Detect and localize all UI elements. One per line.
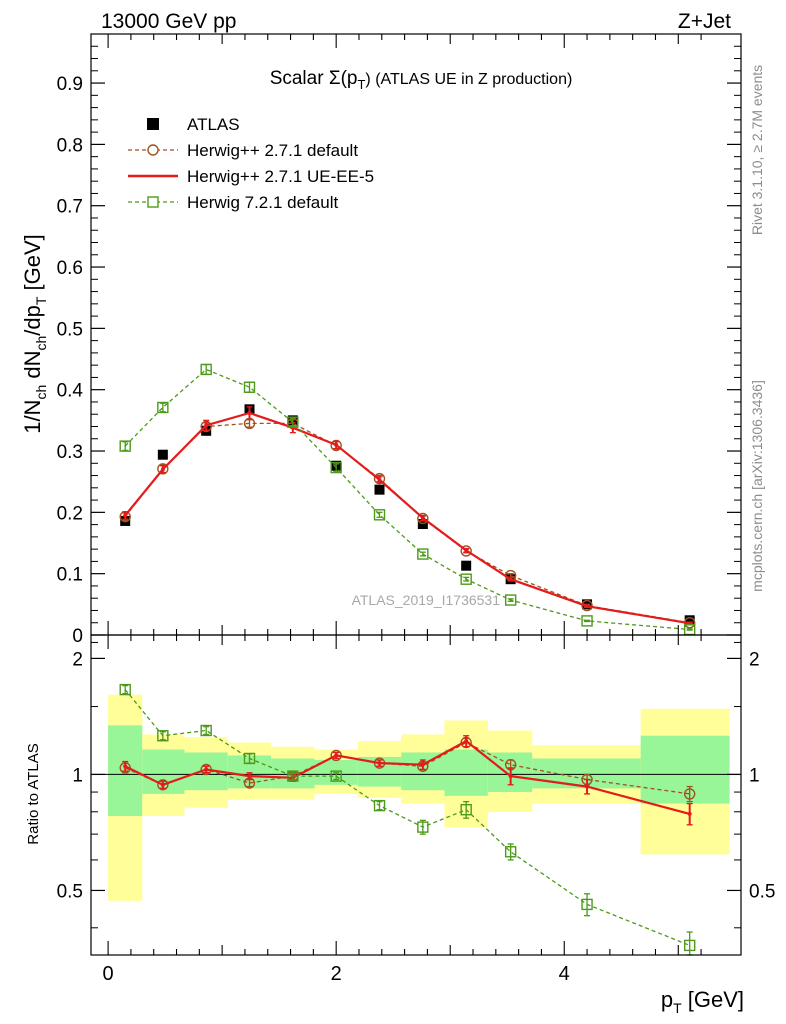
energy-label: 13000 GeV pp xyxy=(101,10,236,33)
ratio-y-tick-label-right: 1 xyxy=(749,765,760,786)
ratio-circle-marker xyxy=(157,779,169,791)
main-title: Scalar Σ(pT) (ATLAS UE in Z production) xyxy=(270,68,573,92)
legend-marker xyxy=(147,196,159,208)
ratio-line-marker xyxy=(334,753,339,758)
ratio-line-marker xyxy=(160,782,165,787)
x-axis-label: pT [GeV] xyxy=(661,987,744,1016)
ratio-series-line xyxy=(124,689,690,947)
ratio-square-marker xyxy=(200,724,212,737)
process-label: Z+Jet xyxy=(678,10,731,33)
analysis-id-label: ATLAS_2019_I1736531 xyxy=(352,592,501,608)
main-y-tick-label: 0.9 xyxy=(57,74,83,95)
main-y-tick-label: 0.5 xyxy=(57,319,83,340)
ratio-line-marker xyxy=(204,767,209,772)
main-line-marker xyxy=(377,477,382,482)
x-tick-label: 2 xyxy=(331,963,342,985)
main-circle-marker xyxy=(330,439,342,452)
main-square-marker xyxy=(373,509,386,521)
main-line-marker xyxy=(247,410,252,415)
legend-label: Herwig++ 2.7.1 default xyxy=(187,141,358,160)
main-line-marker xyxy=(160,467,165,472)
x-tick-label: 4 xyxy=(559,963,570,985)
main-line-marker xyxy=(508,577,513,582)
ratio-frame xyxy=(90,634,742,956)
ratio-line-marker xyxy=(123,764,128,769)
ratio-square-marker xyxy=(373,799,386,812)
main-y-tick-label: 0.1 xyxy=(57,565,83,586)
main-circle-marker xyxy=(373,472,386,485)
main-y-tick-label: 0 xyxy=(72,626,83,647)
main-y-tick-label: 0.8 xyxy=(57,135,83,156)
main-circle-marker xyxy=(157,463,169,475)
main-data-point xyxy=(461,560,472,571)
ratio-square-marker xyxy=(683,939,696,952)
ratio-line-marker xyxy=(247,774,252,779)
main-square-marker xyxy=(460,573,472,585)
ratio-line-marker xyxy=(687,811,692,816)
legend-label: ATLAS xyxy=(187,115,240,134)
legend-label: Herwig++ 2.7.1 UE-EE-5 xyxy=(187,167,374,186)
main-square-marker xyxy=(200,363,212,376)
main-square-marker xyxy=(581,615,593,627)
main-square-marker xyxy=(119,440,131,452)
main-line-marker xyxy=(204,423,209,428)
main-line-marker xyxy=(420,515,425,520)
main-line-marker xyxy=(123,513,128,518)
ratio-square-marker xyxy=(581,898,593,911)
ratio-square-marker xyxy=(157,730,169,742)
main-series-line xyxy=(124,411,690,625)
main-line-marker xyxy=(334,442,339,447)
main-line-marker xyxy=(585,604,590,609)
ratio-square-marker xyxy=(504,846,517,858)
main-y-tick-label: 0.3 xyxy=(57,442,83,463)
ratio-y-tick-label: 2 xyxy=(72,649,83,670)
ratio-square-marker xyxy=(119,683,131,696)
main-data-point xyxy=(374,484,385,495)
ratio-line-marker xyxy=(585,784,590,789)
rivet-label: Rivet 3.1.10, ≥ 2.7M events xyxy=(749,65,765,235)
main-square-marker xyxy=(243,381,256,393)
ratio-line-marker xyxy=(508,774,513,779)
ratio-line-marker xyxy=(420,762,425,767)
ratio-square-marker xyxy=(330,770,342,782)
main-circle-marker xyxy=(417,512,429,525)
main-series-line xyxy=(124,368,690,631)
main-square-marker xyxy=(504,594,517,606)
mcplots-label: mcplots.cern.ch [arXiv:1306.3436] xyxy=(749,380,765,592)
main-plot-area xyxy=(91,34,741,635)
ratio-square-marker xyxy=(287,770,299,782)
inner-band-bin xyxy=(444,749,488,796)
ratio-line-marker xyxy=(464,739,469,744)
ratio-square-marker xyxy=(417,821,429,833)
x-tick-label: 0 xyxy=(103,963,114,985)
main-square-marker xyxy=(157,401,169,414)
legend-marker xyxy=(147,118,159,130)
legend-label: Herwig 7.2.1 default xyxy=(187,193,338,212)
main-y-tick-label: 0.2 xyxy=(57,503,83,524)
legend: ATLAS Herwig++ 2.7.1 default Herwig++ 2.7.… xyxy=(128,115,374,212)
legend-marker xyxy=(147,144,159,156)
main-ylabel: 1/Nch dNch/dpT [GeV] xyxy=(20,234,49,434)
ratio-y-tick-label-right: 2 xyxy=(749,649,760,670)
main-y-tick-label: 0.4 xyxy=(57,381,84,402)
main-square-marker xyxy=(417,548,429,560)
ratio-ylabel: Ratio to ATLAS xyxy=(25,743,42,844)
ratio-line-marker xyxy=(377,761,382,766)
ratio-y-tick-label-right: 0.5 xyxy=(749,881,775,902)
main-y-tick-label: 0.6 xyxy=(57,258,83,279)
main-square-marker xyxy=(330,461,342,474)
ratio-y-tick-label: 0.5 xyxy=(57,881,83,902)
ratio-y-tick-label: 1 xyxy=(72,765,83,786)
main-circle-marker xyxy=(460,545,472,557)
ratio-square-marker xyxy=(243,752,256,765)
main-data-point xyxy=(684,615,695,626)
main-data-point xyxy=(157,449,168,460)
ratio-circle-marker xyxy=(683,788,696,800)
main-square-marker xyxy=(287,416,299,428)
main-y-tick-label: 0.7 xyxy=(57,197,83,218)
ratio-series-line xyxy=(124,739,690,815)
ratio-square-marker xyxy=(460,803,472,816)
main-line-marker xyxy=(464,548,469,553)
